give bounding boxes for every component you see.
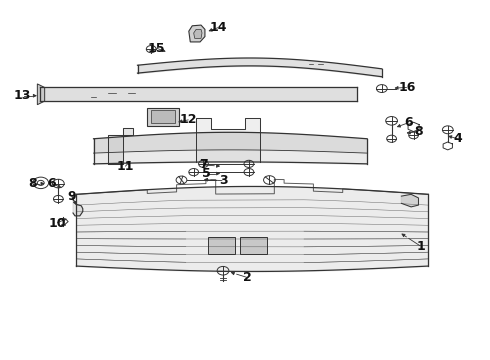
Text: 5: 5	[201, 167, 210, 180]
Polygon shape	[194, 30, 202, 39]
Text: 15: 15	[147, 41, 165, 54]
Text: 7: 7	[199, 158, 208, 171]
Bar	[147, 108, 179, 126]
Polygon shape	[73, 196, 83, 216]
Polygon shape	[401, 194, 418, 207]
Text: 8: 8	[414, 125, 423, 138]
Text: 1: 1	[416, 240, 425, 253]
Text: 6: 6	[404, 116, 413, 129]
Text: 10: 10	[48, 216, 66, 230]
Bar	[151, 110, 175, 123]
Text: 14: 14	[209, 21, 227, 34]
Text: 4: 4	[453, 132, 462, 145]
Text: 11: 11	[117, 160, 134, 173]
Text: 3: 3	[219, 174, 227, 187]
Text: 12: 12	[180, 113, 197, 126]
Text: 8: 8	[28, 177, 37, 190]
Bar	[208, 237, 235, 253]
Bar	[240, 237, 267, 253]
Text: 13: 13	[14, 89, 31, 102]
Text: 16: 16	[398, 81, 416, 94]
Text: 2: 2	[243, 271, 252, 284]
Text: 9: 9	[67, 190, 76, 203]
Text: 6: 6	[48, 177, 56, 190]
Polygon shape	[196, 118, 260, 162]
Polygon shape	[189, 25, 205, 42]
Polygon shape	[108, 128, 133, 163]
Polygon shape	[37, 84, 45, 105]
